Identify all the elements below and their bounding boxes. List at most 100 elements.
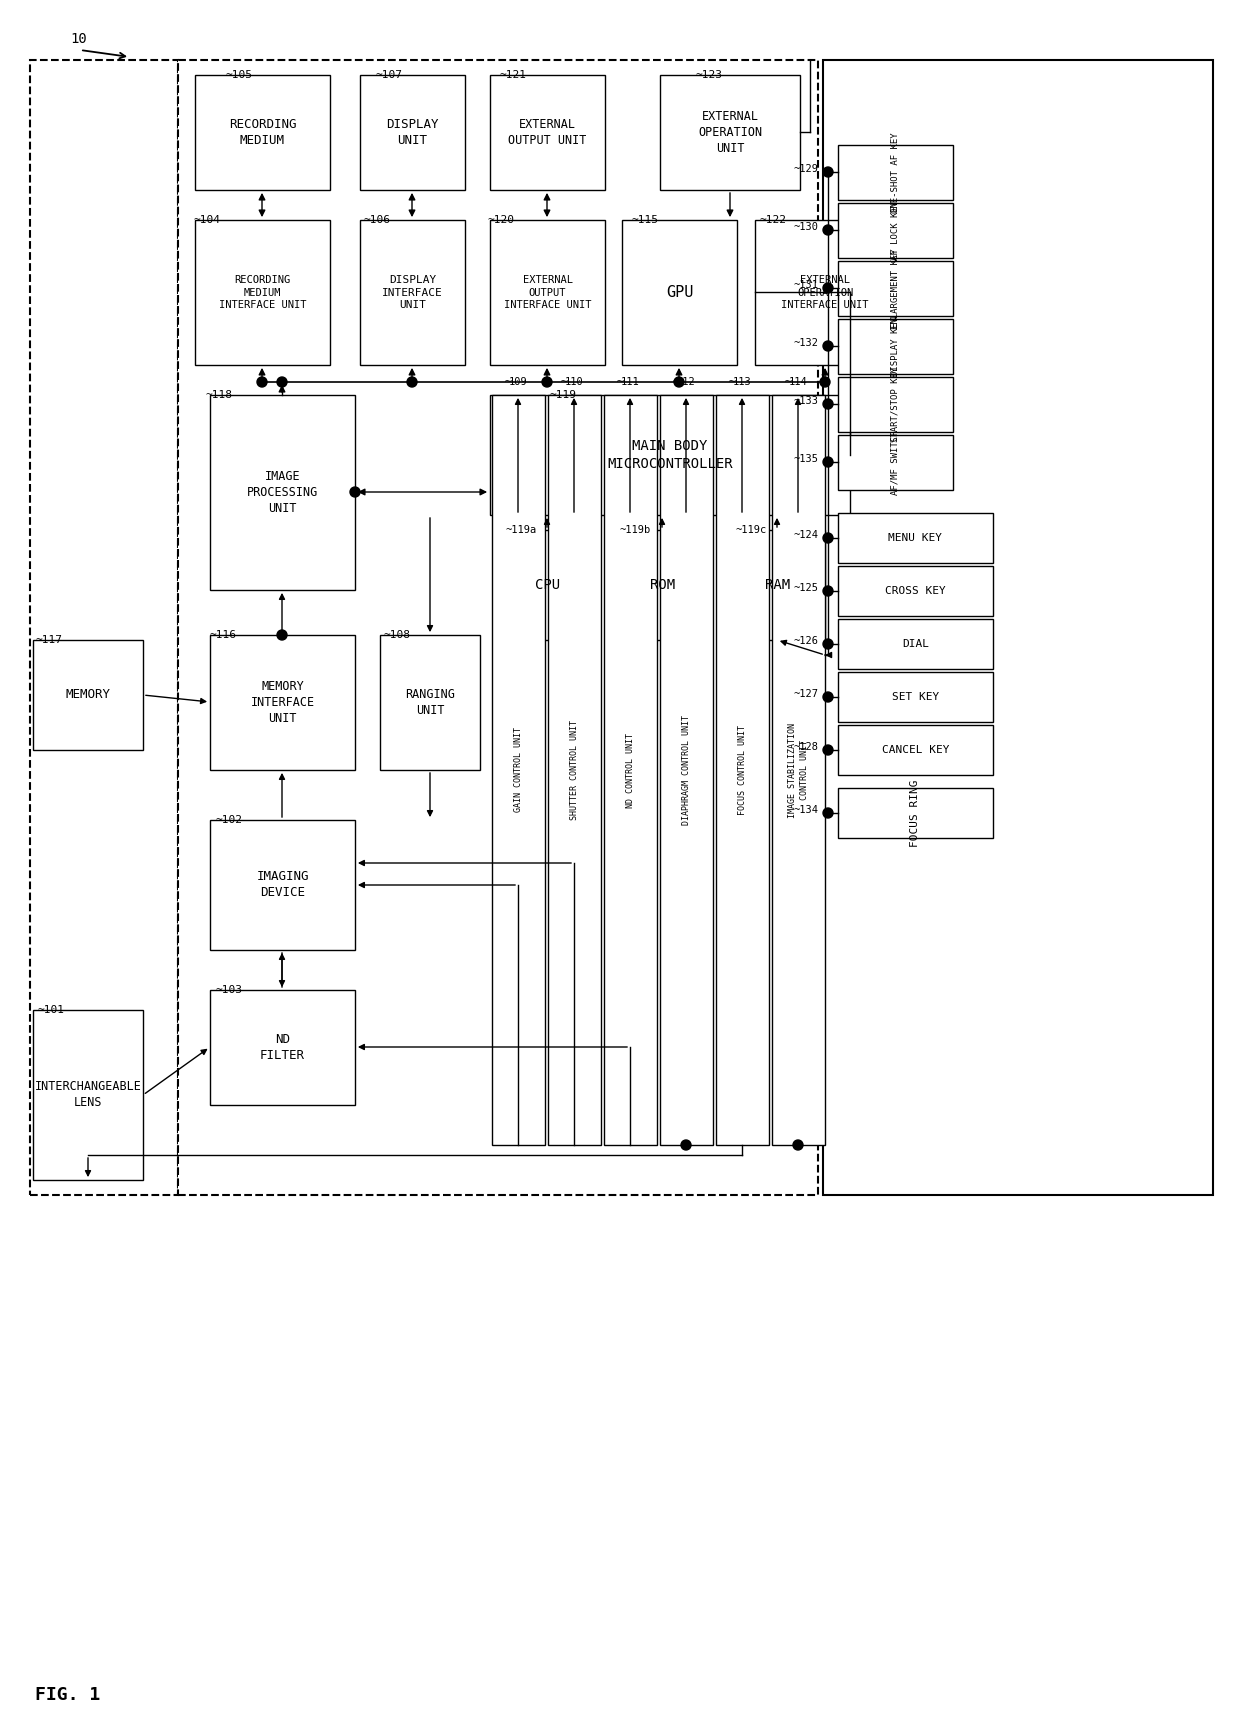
Text: ~: ~ (503, 377, 513, 388)
Text: CPU: CPU (534, 577, 560, 593)
Bar (838, 672, 993, 722)
Circle shape (794, 1141, 804, 1149)
Text: GPU: GPU (666, 284, 693, 300)
Text: RECORDING
MEDIUM
INTERFACE UNIT: RECORDING MEDIUM INTERFACE UNIT (218, 276, 306, 310)
Circle shape (823, 167, 833, 177)
Text: ~115: ~115 (632, 215, 658, 226)
Text: ~121: ~121 (500, 71, 527, 79)
Bar (755, 221, 895, 365)
Bar (195, 221, 330, 365)
Text: ~: ~ (672, 377, 681, 388)
Bar (622, 221, 737, 365)
Text: 109: 109 (510, 377, 528, 388)
Bar (838, 377, 954, 432)
Bar (360, 76, 465, 190)
Text: ~119c: ~119c (735, 526, 766, 536)
Bar (210, 991, 355, 1104)
Bar (210, 636, 355, 770)
Text: CROSS KEY: CROSS KEY (885, 586, 946, 596)
Text: ~119a: ~119a (505, 526, 536, 536)
Bar (210, 395, 355, 589)
Text: INTERCHANGEABLE
LENS: INTERCHANGEABLE LENS (35, 1080, 141, 1110)
Text: ~117: ~117 (36, 636, 63, 644)
Text: ~: ~ (784, 377, 792, 388)
Text: MEMORY
INTERFACE
UNIT: MEMORY INTERFACE UNIT (250, 681, 315, 725)
Text: SHUTTER CONTROL UNIT: SHUTTER CONTROL UNIT (570, 720, 579, 820)
Text: 112: 112 (677, 377, 696, 388)
Bar (379, 636, 480, 770)
Bar (360, 221, 465, 365)
Text: SET KEY: SET KEY (892, 693, 939, 701)
Text: ~103: ~103 (215, 986, 242, 994)
Bar (33, 1010, 143, 1180)
Text: ~126: ~126 (794, 636, 818, 646)
Text: 10: 10 (69, 33, 87, 47)
Text: 111: 111 (621, 377, 640, 388)
Text: ~116: ~116 (210, 631, 237, 639)
Text: ~105: ~105 (224, 71, 252, 79)
Circle shape (823, 341, 833, 351)
Bar (490, 221, 605, 365)
Circle shape (277, 377, 286, 388)
Text: RANGING
UNIT: RANGING UNIT (405, 687, 455, 717)
Text: ~: ~ (728, 377, 737, 388)
Text: ~123: ~123 (694, 71, 722, 79)
Text: ~129: ~129 (794, 164, 818, 174)
Text: START/STOP KEY: START/STOP KEY (892, 367, 900, 443)
Circle shape (407, 377, 417, 388)
Text: FOCUS CONTROL UNIT: FOCUS CONTROL UNIT (738, 725, 746, 815)
Text: FOCUS RING: FOCUS RING (910, 779, 920, 846)
Bar (500, 531, 595, 639)
Bar (660, 76, 800, 190)
Text: GAIN CONTROL UNIT: GAIN CONTROL UNIT (515, 727, 523, 813)
Text: DIAL: DIAL (901, 639, 929, 650)
Text: ONE-SHOT AF KEY: ONE-SHOT AF KEY (892, 133, 900, 214)
Text: ~119: ~119 (551, 389, 577, 400)
Circle shape (542, 377, 552, 388)
Circle shape (823, 639, 833, 650)
Text: 114: 114 (789, 377, 808, 388)
Text: ~128: ~128 (794, 743, 818, 751)
Bar (838, 145, 954, 200)
Text: EXTERNAL
OPERATION
UNIT: EXTERNAL OPERATION UNIT (698, 110, 763, 155)
Bar (30, 60, 179, 1196)
Text: ~125: ~125 (794, 582, 818, 593)
Text: DISPLAY
UNIT: DISPLAY UNIT (386, 117, 439, 146)
Bar (33, 639, 143, 750)
Text: CANCEL KEY: CANCEL KEY (882, 744, 950, 755)
Bar (838, 319, 954, 374)
Text: ~130: ~130 (794, 222, 818, 233)
Bar (730, 531, 825, 639)
Text: ND
FILTER: ND FILTER (260, 1034, 305, 1061)
Text: 113: 113 (733, 377, 751, 388)
Text: RAM: RAM (765, 577, 790, 593)
Bar (838, 787, 993, 837)
Bar (838, 619, 993, 669)
Text: ~108: ~108 (383, 631, 410, 639)
Bar (490, 395, 849, 515)
Circle shape (823, 400, 833, 408)
Circle shape (823, 226, 833, 234)
Text: ~106: ~106 (363, 215, 391, 226)
Circle shape (277, 631, 286, 639)
Circle shape (257, 377, 267, 388)
Circle shape (820, 377, 830, 388)
Text: ~120: ~120 (489, 215, 515, 226)
Text: ~: ~ (615, 377, 625, 388)
Text: ~127: ~127 (794, 689, 818, 700)
Bar (838, 513, 993, 563)
Text: MENU KEY: MENU KEY (889, 532, 942, 543)
Text: ~107: ~107 (374, 71, 402, 79)
Text: DISPLAY KEY: DISPLAY KEY (892, 317, 900, 376)
Bar (492, 395, 546, 1146)
Circle shape (823, 457, 833, 467)
Circle shape (823, 744, 833, 755)
Text: ~124: ~124 (794, 531, 818, 539)
Text: AF/MF SWITCH: AF/MF SWITCH (892, 431, 900, 495)
Text: IMAGING
DEVICE: IMAGING DEVICE (257, 870, 309, 899)
Text: MEMORY: MEMORY (66, 689, 110, 701)
Circle shape (823, 532, 833, 543)
Text: IMAGE STABILIZATION
CONTROL UNIT: IMAGE STABILIZATION CONTROL UNIT (789, 722, 808, 817)
Text: ~132: ~132 (794, 338, 818, 348)
Text: ~122: ~122 (760, 215, 787, 226)
